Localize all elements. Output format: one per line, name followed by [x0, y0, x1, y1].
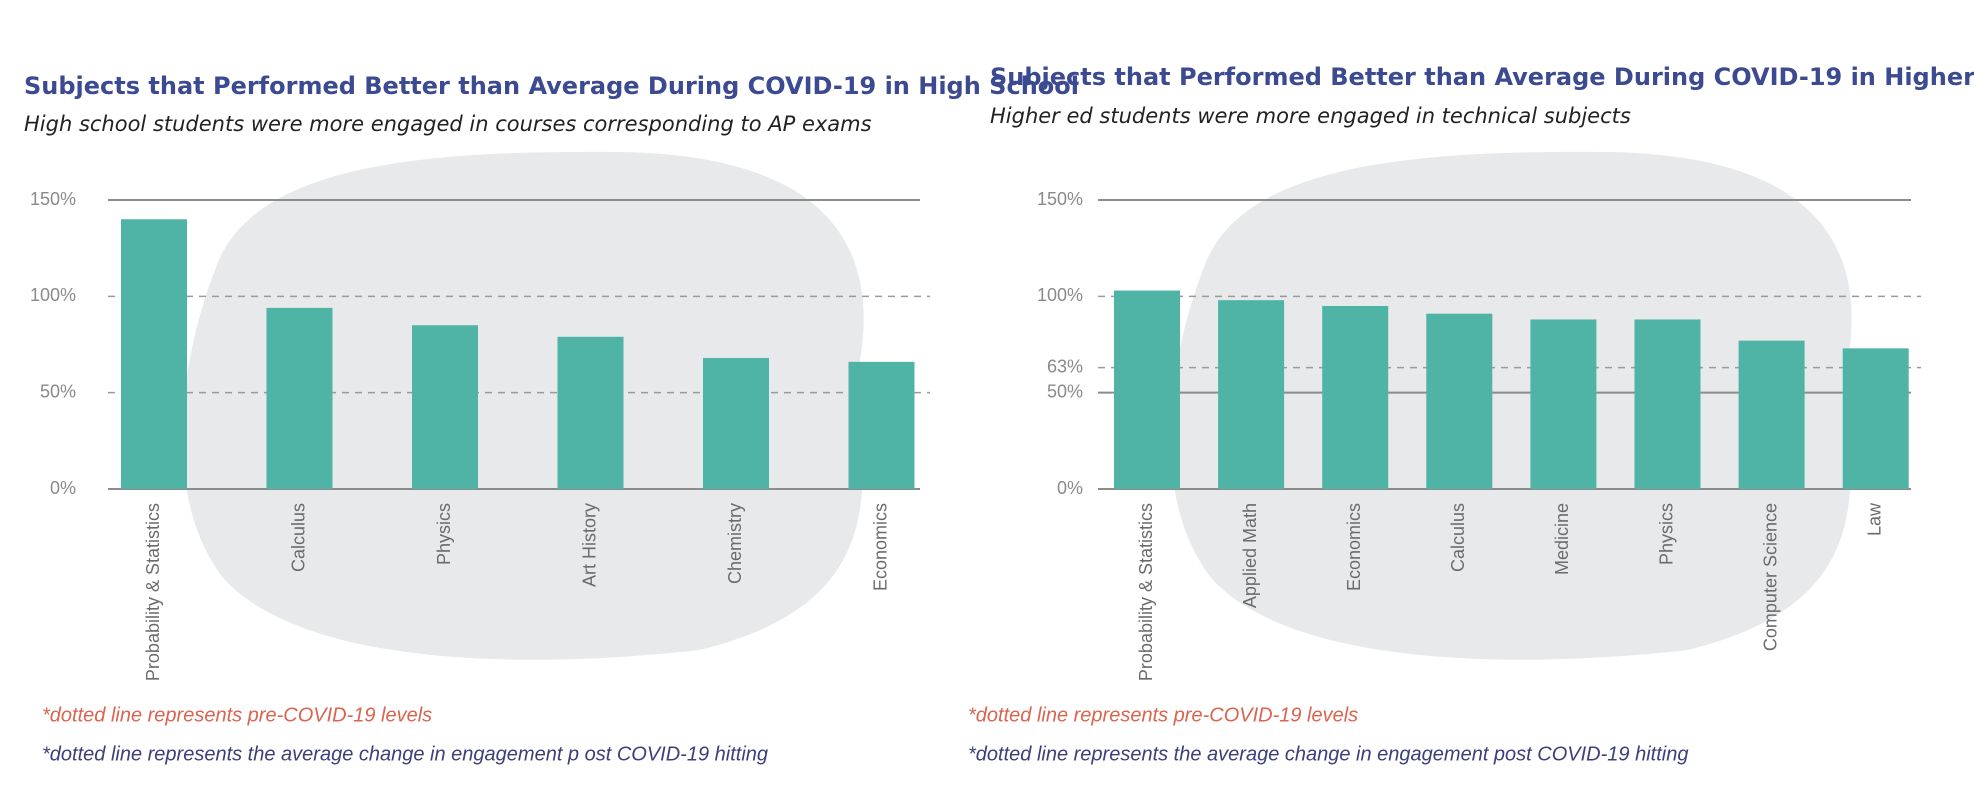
bar — [266, 307, 333, 489]
x-tick-label: Calculus — [1448, 503, 1468, 572]
bar — [121, 219, 187, 489]
y-tick-label: 50% — [1047, 381, 1083, 401]
x-tick-label: Physics — [1656, 503, 1676, 565]
bar — [1322, 305, 1389, 489]
chart-title: Subjects that Performed Better than Aver… — [24, 72, 1079, 100]
x-tick-label: Law — [1864, 502, 1884, 536]
bar — [1530, 319, 1597, 489]
x-tick-label: Probability & Statistics — [1136, 503, 1156, 681]
x-tick-label: Probability & Statistics — [143, 503, 163, 681]
bar — [412, 325, 478, 489]
footnote: *dotted line represents pre-COVID-19 lev… — [968, 704, 1358, 726]
y-tick-label: 50% — [40, 381, 76, 401]
y-tick-label: 150% — [30, 189, 76, 209]
x-tick-label: Computer Science — [1760, 503, 1780, 651]
footnote: *dotted line represents the average chan… — [42, 743, 768, 765]
y-tick-label: 100% — [30, 285, 76, 305]
y-tick-label: 0% — [1057, 478, 1083, 498]
bar — [1738, 340, 1805, 489]
x-tick-label: Physics — [434, 503, 454, 565]
chart-subtitle: Higher ed students were more engaged in … — [990, 104, 1631, 128]
bar — [1114, 290, 1180, 489]
bar — [1634, 319, 1701, 489]
x-tick-label: Applied Math — [1240, 503, 1260, 608]
x-tick-label: Economics — [870, 503, 890, 591]
background-blob — [182, 151, 1852, 660]
x-tick-label: Economics — [1344, 503, 1364, 591]
y-tick-label: 150% — [1037, 189, 1083, 209]
chart-subtitle: High school students were more engaged i… — [24, 112, 872, 136]
footnote: *dotted line represents the average chan… — [968, 743, 1688, 765]
y-tick-label: 100% — [1037, 285, 1083, 305]
bar — [703, 357, 769, 489]
x-tick-label: Calculus — [288, 503, 308, 572]
y-tick-label: 63% — [1047, 356, 1083, 376]
chart-title: Subjects that Performed Better than Aver… — [990, 63, 1974, 91]
x-tick-label: Medicine — [1552, 503, 1572, 575]
bar — [848, 361, 915, 489]
bar — [557, 336, 624, 489]
x-tick-label: Art History — [579, 503, 599, 587]
y-tick-label: 0% — [50, 478, 76, 498]
bar — [1218, 300, 1285, 489]
x-tick-label: Chemistry — [725, 503, 745, 584]
footnote: *dotted line represents pre-COVID-19 lev… — [42, 704, 432, 726]
bar — [1842, 348, 1909, 489]
bar — [1426, 313, 1493, 489]
